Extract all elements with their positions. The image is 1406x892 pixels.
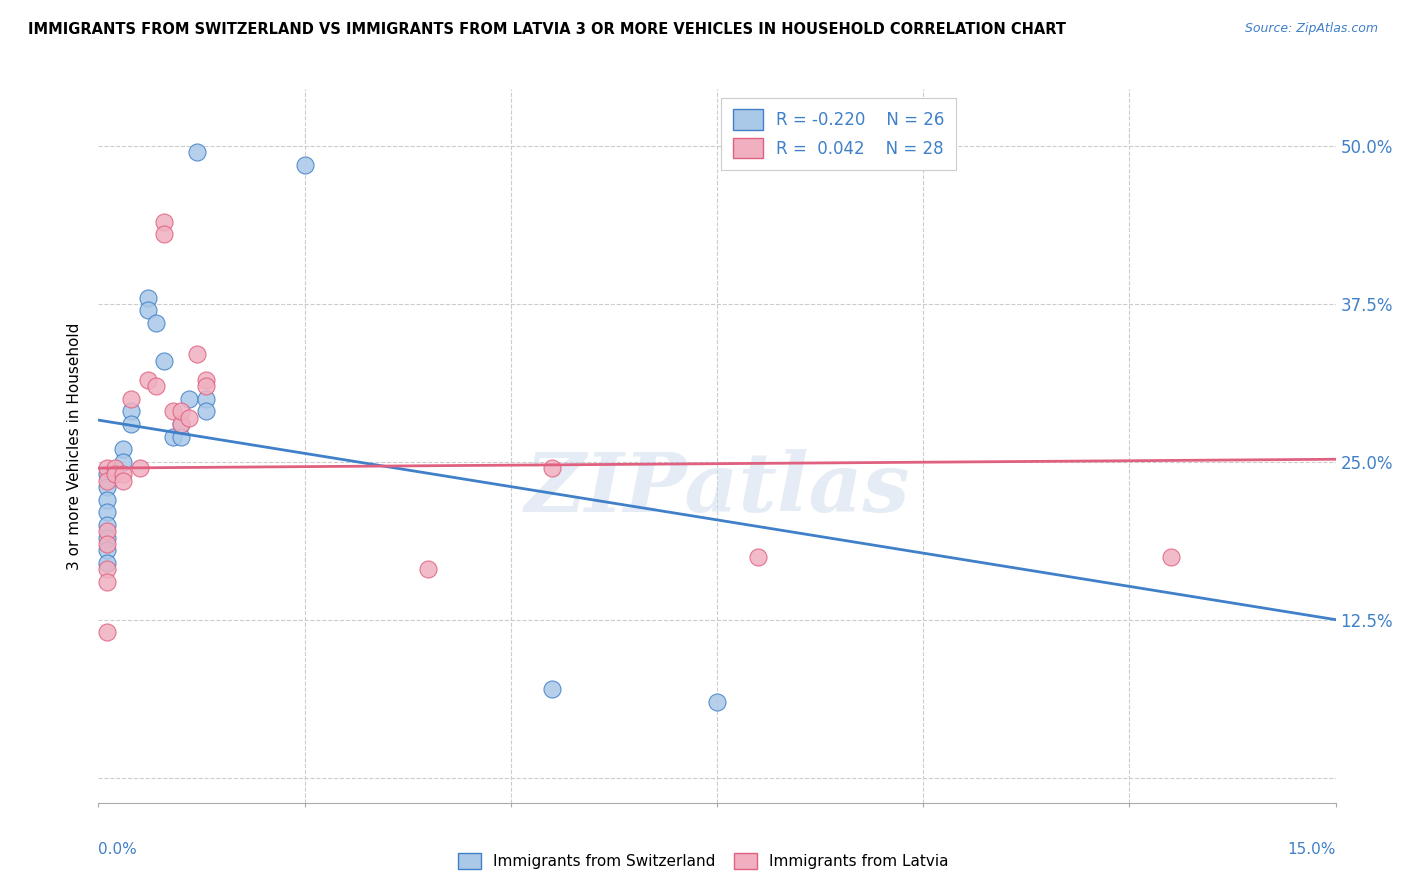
Text: 0.0%: 0.0% xyxy=(98,842,138,857)
Point xyxy=(170,417,193,431)
Point xyxy=(104,461,127,475)
Point xyxy=(747,549,769,564)
Point xyxy=(541,461,564,475)
Point xyxy=(120,417,142,431)
Point xyxy=(96,474,118,488)
Point xyxy=(112,455,135,469)
Point xyxy=(120,392,142,406)
Point xyxy=(194,392,217,406)
Point xyxy=(179,392,201,406)
Point xyxy=(153,353,176,368)
Point xyxy=(194,379,217,393)
Point xyxy=(186,347,208,361)
Point xyxy=(96,461,118,475)
Point xyxy=(136,291,159,305)
Point xyxy=(112,474,135,488)
Point xyxy=(179,410,201,425)
Text: 15.0%: 15.0% xyxy=(1288,842,1336,857)
Point xyxy=(1160,549,1182,564)
Point xyxy=(145,316,167,330)
Point xyxy=(170,404,193,418)
Point xyxy=(194,373,217,387)
Point xyxy=(194,404,217,418)
Point xyxy=(120,404,142,418)
Point xyxy=(136,303,159,318)
Point xyxy=(153,227,176,242)
Point xyxy=(706,695,728,709)
Point xyxy=(294,158,316,172)
Text: ZIPatlas: ZIPatlas xyxy=(524,449,910,529)
Legend: Immigrants from Switzerland, Immigrants from Latvia: Immigrants from Switzerland, Immigrants … xyxy=(451,847,955,875)
Point xyxy=(96,556,118,570)
Point xyxy=(96,492,118,507)
Point xyxy=(128,461,150,475)
Point xyxy=(541,682,564,697)
Point xyxy=(96,574,118,589)
Text: Source: ZipAtlas.com: Source: ZipAtlas.com xyxy=(1244,22,1378,36)
Point xyxy=(162,404,184,418)
Point xyxy=(136,373,159,387)
Point xyxy=(418,562,440,576)
Point xyxy=(153,215,176,229)
Point xyxy=(96,625,118,640)
Point xyxy=(104,467,127,482)
Point xyxy=(96,517,118,532)
Legend: R = -0.220    N = 26, R =  0.042    N = 28: R = -0.220 N = 26, R = 0.042 N = 28 xyxy=(721,97,956,169)
Point xyxy=(96,480,118,494)
Point xyxy=(96,467,118,482)
Point xyxy=(170,429,193,443)
Point xyxy=(186,145,208,160)
Point xyxy=(96,562,118,576)
Point xyxy=(112,467,135,482)
Point xyxy=(145,379,167,393)
Point xyxy=(96,537,118,551)
Point xyxy=(96,543,118,558)
Point xyxy=(170,417,193,431)
Point xyxy=(112,442,135,457)
Text: IMMIGRANTS FROM SWITZERLAND VS IMMIGRANTS FROM LATVIA 3 OR MORE VEHICLES IN HOUS: IMMIGRANTS FROM SWITZERLAND VS IMMIGRANT… xyxy=(28,22,1066,37)
Point xyxy=(96,505,118,519)
Point xyxy=(96,524,118,539)
Point xyxy=(162,429,184,443)
Y-axis label: 3 or more Vehicles in Household: 3 or more Vehicles in Household xyxy=(67,322,83,570)
Point xyxy=(96,531,118,545)
